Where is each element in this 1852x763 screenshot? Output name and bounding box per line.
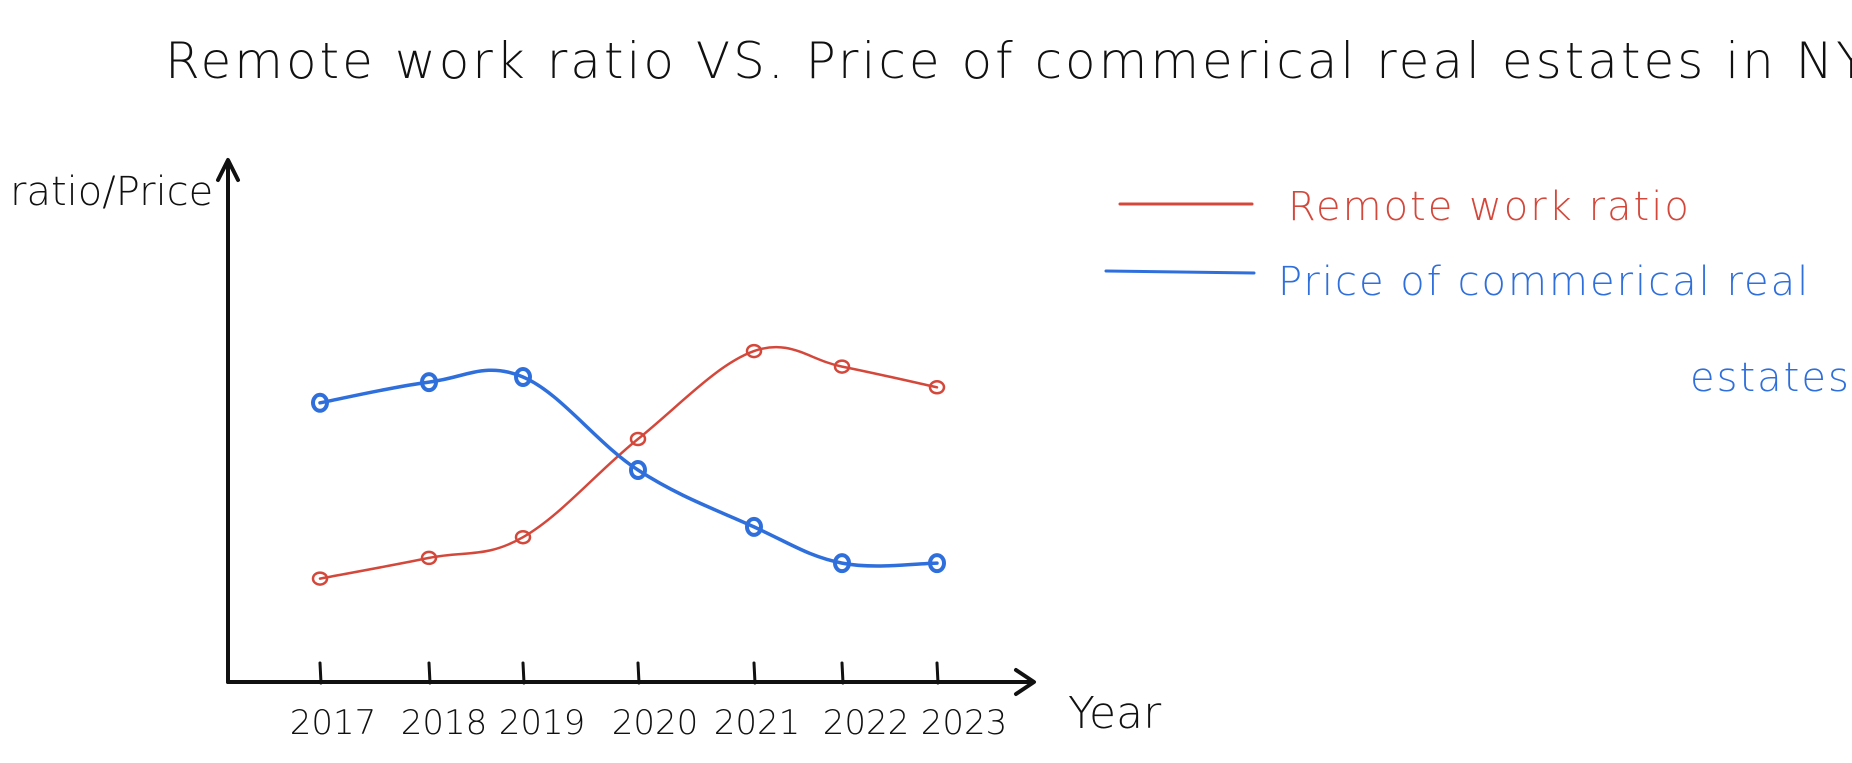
x-tick-2022 — [840, 661, 845, 685]
x-tick-label-2021: 2021 — [714, 703, 801, 743]
x-tick-2020 — [636, 661, 641, 685]
point-remote-2019 — [514, 529, 532, 545]
x-tick-label-2018: 2018 — [401, 703, 488, 743]
x-tick-label-2020: 2020 — [612, 703, 699, 743]
point-remote-2018 — [420, 550, 438, 566]
legend-label-price: Price of commerical real estates — [1278, 259, 1851, 401]
axes: ratio/Price Year — [10, 158, 1162, 739]
point-price-2017 — [311, 392, 329, 413]
x-tick-label-2019: 2019 — [499, 703, 586, 743]
x-ticks: 2017 2018 2019 2020 2021 2022 2023 — [290, 661, 1008, 743]
legend-label-remote: Remote work ratio — [1288, 184, 1691, 230]
x-tick-2017 — [318, 661, 323, 685]
x-tick-2018 — [427, 661, 432, 685]
point-remote-2022 — [833, 359, 851, 374]
y-axis-label: ratio/Price — [10, 169, 213, 215]
x-axis-label: Year — [1068, 688, 1162, 739]
series-lines — [318, 345, 939, 580]
x-tick-label-2022: 2022 — [823, 703, 910, 743]
point-price-2019 — [514, 367, 532, 387]
point-price-2020 — [629, 460, 647, 480]
legend-label-price-line1: Price of commerical real — [1278, 259, 1810, 305]
point-remote-2023 — [928, 380, 946, 395]
point-price-2023 — [928, 553, 946, 574]
point-remote-2017 — [311, 571, 329, 586]
x-tick-label-2023: 2023 — [921, 703, 1008, 743]
point-price-2022 — [833, 553, 851, 574]
x-tick-2021 — [752, 661, 757, 685]
legend-swatch-price — [1104, 269, 1256, 275]
series-line-remote — [318, 345, 939, 580]
point-price-2018 — [420, 372, 438, 393]
series-line-price — [318, 368, 939, 568]
y-axis-arrow — [216, 158, 240, 182]
point-remote-2020 — [629, 431, 647, 447]
chart-title: Remote work ratio VS. Price of commerica… — [165, 32, 1852, 90]
series-points — [311, 343, 946, 586]
legend: Remote work ratio Price of commerical re… — [1104, 184, 1851, 401]
point-price-2021 — [745, 516, 763, 537]
x-tick-label-2017: 2017 — [290, 703, 377, 743]
legend-label-price-line2: estates — [1690, 355, 1851, 401]
x-axis-arrow — [1014, 668, 1036, 696]
x-tick-2023 — [935, 661, 940, 685]
x-tick-2019 — [521, 661, 526, 685]
point-remote-2021 — [745, 343, 763, 359]
